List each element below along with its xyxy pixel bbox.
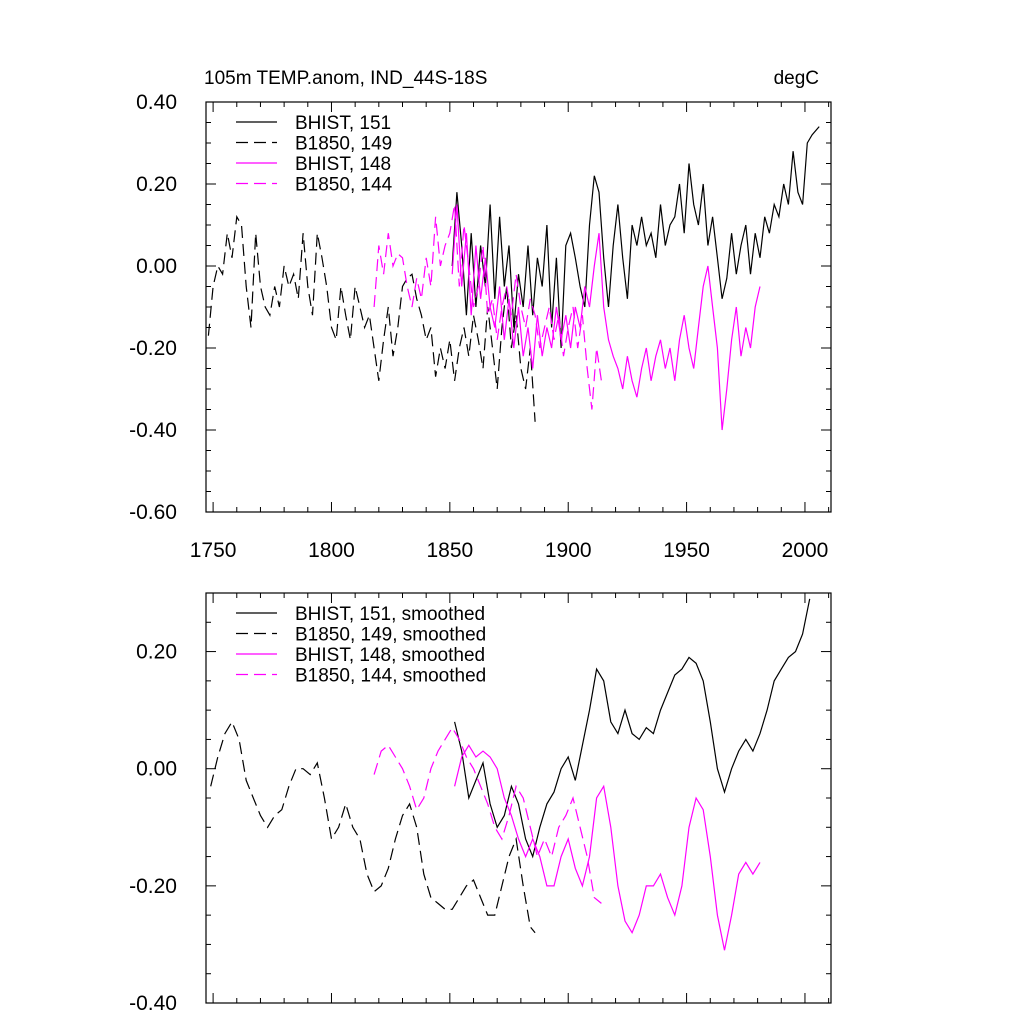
top-panel: 1750 1800 1850 1900 1950 2000 0.40 0.20 0.00 -0.2…	[129, 91, 832, 562]
legend-label-1: BHIST, 151	[295, 113, 391, 134]
series-line-1	[451, 126, 820, 349]
y-tick-label: -0.40	[129, 419, 177, 442]
y-tick-label: 0.40	[136, 91, 177, 114]
series-line-3	[454, 744, 761, 951]
series-line-3	[451, 204, 761, 431]
x-tick-label: 1800	[308, 539, 355, 562]
series-line-4	[373, 204, 602, 410]
series-line-4	[373, 726, 602, 904]
legend-label-2: B1850, 149, smoothed	[295, 625, 486, 646]
y-tick-label: 0.00	[136, 758, 177, 781]
x-tick-label: 2000	[782, 539, 829, 562]
x-tick-label: 1850	[426, 539, 473, 562]
series-line-2	[207, 214, 536, 422]
legend-label-2: B1850, 149	[295, 134, 392, 155]
x-tick-label: 1950	[663, 539, 710, 562]
y-tick-label: 0.20	[136, 641, 177, 664]
series-line-2	[210, 720, 536, 934]
y-tick-label: 0.20	[136, 173, 177, 196]
legend-label-4: B1850, 144, smoothed	[295, 666, 486, 687]
y-tick-label: -0.20	[129, 337, 177, 360]
y-tick-label: -0.20	[129, 875, 177, 898]
legend-label-1: BHIST, 151, smoothed	[295, 604, 485, 625]
units-label: degC	[774, 68, 819, 89]
y-tick-label: 0.00	[136, 255, 177, 278]
chart-title: 105m TEMP.anom, IND_44S-18S	[204, 68, 487, 89]
x-tick-label: 1750	[190, 539, 237, 562]
legend-label-3: BHIST, 148	[295, 154, 391, 175]
x-tick-label: 1900	[545, 539, 592, 562]
legend-label-4: B1850, 144	[295, 175, 393, 196]
y-tick-label: -0.60	[129, 501, 177, 524]
y-tick-label: -0.40	[129, 992, 177, 1015]
series-line-1	[454, 598, 811, 859]
legend-label-3: BHIST, 148, smoothed	[295, 645, 485, 666]
